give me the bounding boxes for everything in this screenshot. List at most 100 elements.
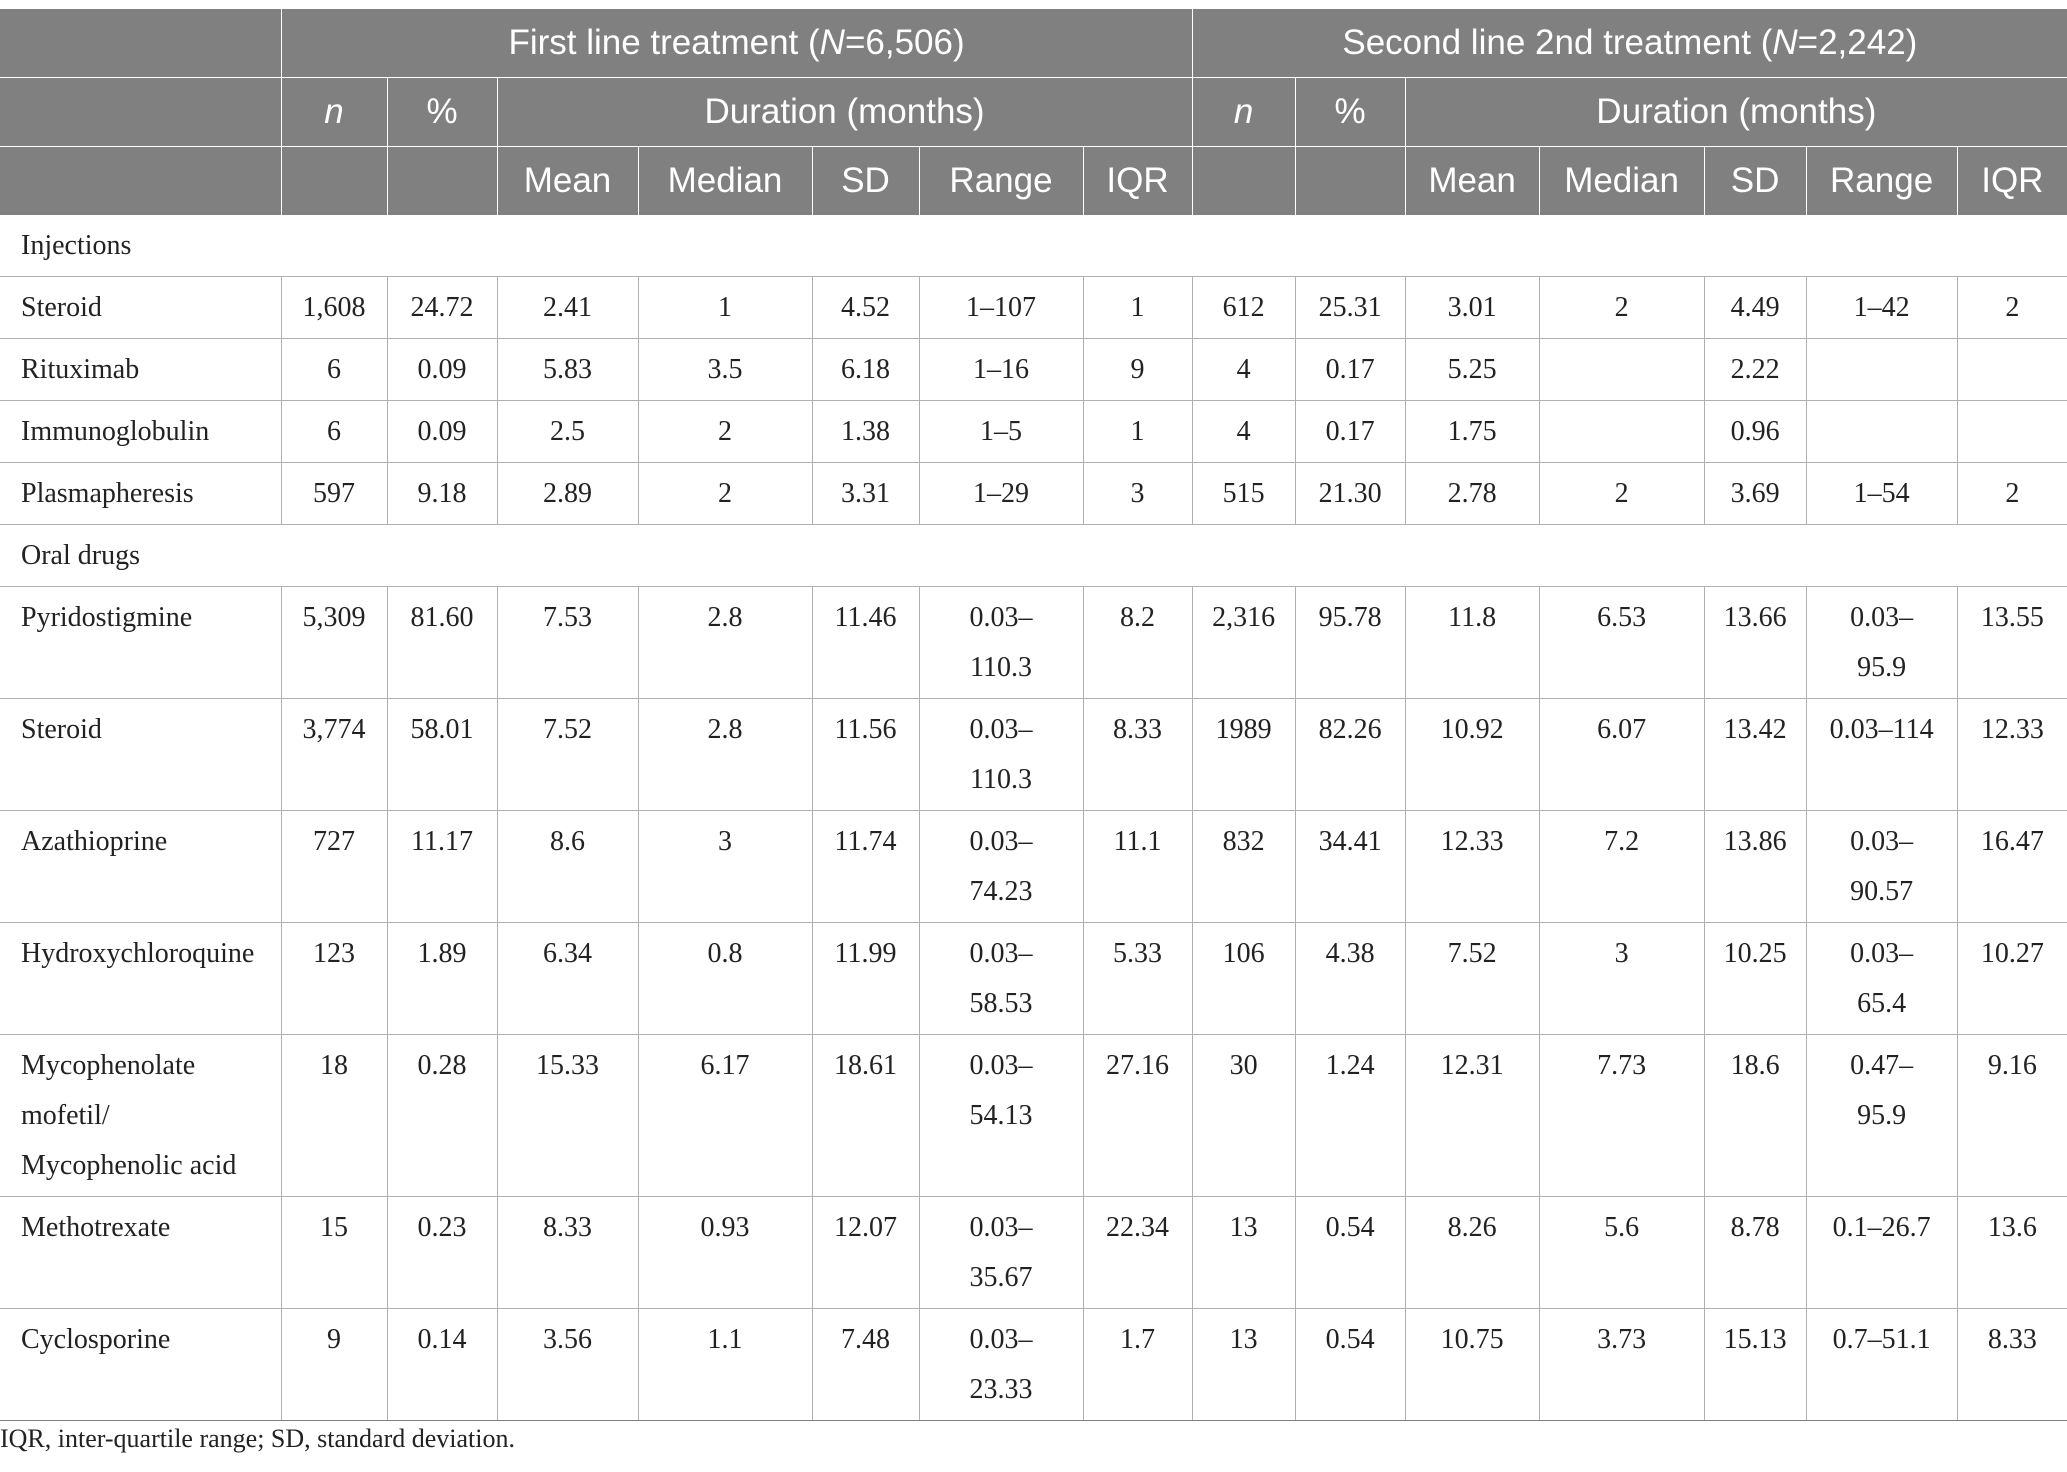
table-row: Hydroxychloroquine 123 1.89 6.34 0.8 11.99 0.0… (0, 922, 2067, 1035)
drug-name-cell: Azathioprine (0, 810, 281, 923)
table-cell: 18 (280, 1034, 387, 1197)
header-pct-second: % (1294, 77, 1406, 147)
table-cell: 16.47 (1956, 810, 2067, 923)
header-stat-range: Range (918, 146, 1083, 215)
table-cell: 1,608 (280, 276, 387, 339)
table-cell: 1–107 (918, 276, 1083, 339)
treatment-duration-table: First line treatment (N=6,506) Second li… (0, 9, 2067, 1421)
table-cell: 7.2 (1538, 810, 1705, 923)
table-cell: 2.8 (637, 698, 812, 811)
table-cell: 13.55 (1956, 586, 2067, 699)
table-cell: 11.99 (811, 922, 919, 1035)
table-cell: 1.89 (386, 922, 497, 1035)
table-cell: 2.22 (1703, 338, 1807, 401)
header-row-stats: Mean Median SD Range IQR Mean Median SD … (0, 146, 2067, 215)
table-cell: 1 (637, 276, 812, 339)
table-cell: 4 (1191, 338, 1296, 401)
table-cell: 27.16 (1082, 1034, 1193, 1197)
table-cell: 2,316 (1191, 586, 1296, 699)
table-cell: 30 (1191, 1034, 1296, 1197)
drug-name-cell: Pyridostigmine (0, 586, 281, 699)
table-cell: 8.2 (1082, 586, 1193, 699)
table-cell: 2.78 (1404, 462, 1540, 525)
table-cell: 6 (280, 338, 387, 401)
table-cell: 5,309 (280, 586, 387, 699)
table-cell: 3.5 (637, 338, 812, 401)
drug-name-cell: Immunoglobulin (0, 400, 281, 463)
section-row: Injections (0, 215, 2067, 277)
table-cell: 6.17 (637, 1034, 812, 1197)
header-stat-sd: SD (1703, 146, 1807, 215)
table-cell: 1.7 (1082, 1308, 1193, 1421)
header-stat-range: Range (1805, 146, 1958, 215)
table-cell: 0.96 (1703, 400, 1807, 463)
table-cell: 1.38 (811, 400, 919, 463)
table-cell: 3.56 (496, 1308, 638, 1421)
header-first-line: First line treatment (N=6,506) (280, 9, 1193, 78)
header-pct-first: % (386, 77, 497, 147)
header-row-measures: n % Duration (months) n % Duration (mont… (0, 77, 2067, 147)
table-cell: 95.78 (1294, 586, 1406, 699)
header-stat-mean: Mean (496, 146, 638, 215)
table-cell: 7.73 (1538, 1034, 1705, 1197)
table-cell: 0.03– 54.13 (918, 1034, 1083, 1197)
table-cell: 7.52 (1404, 922, 1540, 1035)
header-blank (386, 146, 497, 215)
table-cell: 13 (1191, 1308, 1296, 1421)
header-blank (1191, 146, 1296, 215)
table-cell (1805, 400, 1958, 463)
table-row: Steroid 1,608 24.72 2.41 1 4.52 1–107 1 612 25.31… (0, 276, 2067, 339)
header-stat-iqr: IQR (1956, 146, 2067, 215)
table-cell: 11.8 (1404, 586, 1540, 699)
table-cell (1805, 338, 1958, 401)
table-cell: 1989 (1191, 698, 1296, 811)
table-cell: 597 (280, 462, 387, 525)
header-stat-median: Median (637, 146, 812, 215)
table-cell: 8.26 (1404, 1196, 1540, 1309)
table-cell: 9.18 (386, 462, 497, 525)
table-cell: 9.16 (1956, 1034, 2067, 1197)
table-cell: 0.28 (386, 1034, 497, 1197)
table-cell: 15.13 (1703, 1308, 1807, 1421)
drug-name-cell: Methotrexate (0, 1196, 281, 1309)
table-cell: 0.47– 95.9 (1805, 1034, 1958, 1197)
table-cell: 727 (280, 810, 387, 923)
table-cell: 0.1–26.7 (1805, 1196, 1958, 1309)
table-cell: 3.73 (1538, 1308, 1705, 1421)
header-duration-second: Duration (months) (1404, 77, 2067, 147)
table-cell: 8.78 (1703, 1196, 1807, 1309)
drug-name-cell: Cyclosporine (0, 1308, 281, 1421)
table-cell: 11.56 (811, 698, 919, 811)
table-cell: 1–5 (918, 400, 1083, 463)
table-cell: 3,774 (280, 698, 387, 811)
table-cell: 21.30 (1294, 462, 1406, 525)
table-cell: 6.53 (1538, 586, 1705, 699)
table-cell: 1.1 (637, 1308, 812, 1421)
table-cell: 1 (1082, 400, 1193, 463)
table-cell: 1 (1082, 276, 1193, 339)
table-cell (1538, 400, 1705, 463)
header-n-second: n (1191, 77, 1296, 147)
table-cell: 612 (1191, 276, 1296, 339)
table-cell: 82.26 (1294, 698, 1406, 811)
table-cell: 3 (637, 810, 812, 923)
table-cell: 6 (280, 400, 387, 463)
table-cell: 2.5 (496, 400, 638, 463)
table-footnote: IQR, inter-quartile range; SD, standard … (0, 1424, 515, 1453)
table-row: Steroid 3,774 58.01 7.52 2.8 11.56 0.03– 110.3… (0, 698, 2067, 811)
table-cell: 5.6 (1538, 1196, 1705, 1309)
table-cell: 0.03– 110.3 (918, 586, 1083, 699)
table-cell: 106 (1191, 922, 1296, 1035)
table-cell: 18.61 (811, 1034, 919, 1197)
header-blank (0, 146, 281, 215)
table-cell: 0.03– 74.23 (918, 810, 1083, 923)
second-line-label: Second line 2nd treatment ( (1342, 23, 1773, 62)
header-stat-median: Median (1538, 146, 1705, 215)
table-row: Plasmapheresis 597 9.18 2.89 2 3.31 1–29 3 515 21… (0, 462, 2067, 525)
table-cell: 1–54 (1805, 462, 1958, 525)
second-line-n-value: =2,242) (1797, 23, 1918, 62)
table-cell: 2 (1956, 276, 2067, 339)
header-blank (280, 146, 387, 215)
table-cell: 5.25 (1404, 338, 1540, 401)
table-cell: 12.33 (1956, 698, 2067, 811)
